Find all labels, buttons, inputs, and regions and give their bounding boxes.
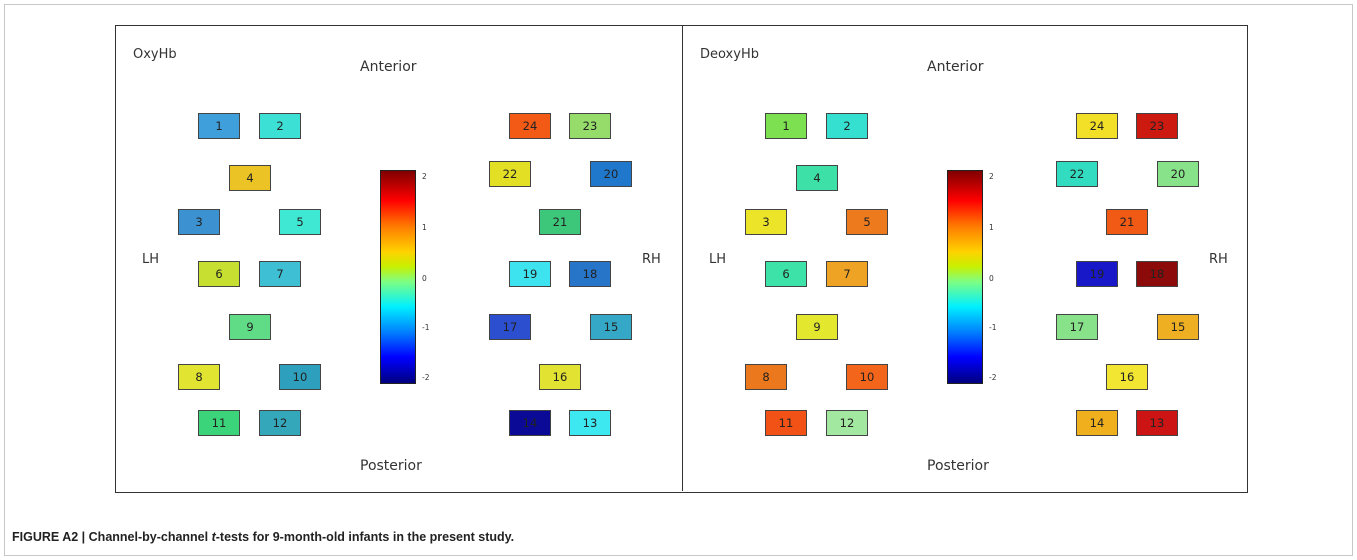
figure-caption: FIGURE A2 | Channel-by-channel t-tests f…: [12, 530, 514, 544]
posterior-label: Posterior: [927, 458, 989, 474]
colorbar-tick: 0: [989, 274, 994, 283]
channel-1: 1: [198, 113, 240, 139]
channel-23: 23: [1136, 113, 1178, 139]
channel-12: 12: [259, 410, 301, 436]
caption-suffix: -tests for 9-month-old infants in the pr…: [215, 530, 515, 544]
panel-oxyhb: OxyHb Anterior Posterior LH RH 2 1 0 -1 …: [116, 26, 682, 491]
channel-11: 11: [765, 410, 807, 436]
channel-3: 3: [178, 209, 220, 235]
colorbar: [380, 170, 416, 384]
channel-9: 9: [229, 314, 271, 340]
channel-18: 18: [569, 261, 611, 287]
channel-24: 24: [1076, 113, 1118, 139]
panel-title: OxyHb: [133, 47, 177, 62]
channel-8: 8: [745, 364, 787, 390]
channel-7: 7: [259, 261, 301, 287]
channel-6: 6: [765, 261, 807, 287]
channel-16: 16: [1106, 364, 1148, 390]
channel-12: 12: [826, 410, 868, 436]
colorbar-tick: -2: [989, 373, 997, 382]
left-hemisphere-label: LH: [709, 252, 727, 267]
channel-4: 4: [229, 165, 271, 191]
channel-1: 1: [765, 113, 807, 139]
channel-11: 11: [198, 410, 240, 436]
anterior-label: Anterior: [927, 59, 984, 75]
right-hemisphere-label: RH: [642, 252, 661, 267]
channel-map-figure: OxyHb Anterior Posterior LH RH 2 1 0 -1 …: [115, 25, 1248, 493]
channel-10: 10: [279, 364, 321, 390]
channel-13: 13: [1136, 410, 1178, 436]
channel-6: 6: [198, 261, 240, 287]
left-hemisphere-label: LH: [142, 252, 160, 267]
colorbar: [947, 170, 983, 384]
channel-20: 20: [590, 161, 632, 187]
channel-9: 9: [796, 314, 838, 340]
channel-17: 17: [489, 314, 531, 340]
colorbar-tick: 2: [422, 172, 427, 181]
caption-italic: t: [211, 530, 216, 544]
colorbar-tick: -2: [422, 373, 430, 382]
channel-8: 8: [178, 364, 220, 390]
colorbar-tick: 1: [989, 223, 994, 232]
colorbar-tick: 0: [422, 274, 427, 283]
channel-16: 16: [539, 364, 581, 390]
channel-14: 14: [1076, 410, 1118, 436]
channel-22: 22: [1056, 161, 1098, 187]
channel-4: 4: [796, 165, 838, 191]
channel-3: 3: [745, 209, 787, 235]
channel-19: 19: [509, 261, 551, 287]
anterior-label: Anterior: [360, 59, 417, 75]
channel-20: 20: [1157, 161, 1199, 187]
posterior-label: Posterior: [360, 458, 422, 474]
channel-7: 7: [826, 261, 868, 287]
channel-10: 10: [846, 364, 888, 390]
channel-2: 2: [826, 113, 868, 139]
channel-21: 21: [539, 209, 581, 235]
channel-21: 21: [1106, 209, 1148, 235]
channel-19: 19: [1076, 261, 1118, 287]
colorbar-tick: 1: [422, 223, 427, 232]
channel-14: 14: [509, 410, 551, 436]
channel-13: 13: [569, 410, 611, 436]
channel-2: 2: [259, 113, 301, 139]
channel-15: 15: [590, 314, 632, 340]
caption-prefix: FIGURE A2 | Channel-by-channel: [12, 530, 212, 544]
colorbar-tick: -1: [422, 323, 430, 332]
channel-23: 23: [569, 113, 611, 139]
right-hemisphere-label: RH: [1209, 252, 1228, 267]
colorbar-tick: 2: [989, 172, 994, 181]
channel-24: 24: [509, 113, 551, 139]
channel-18: 18: [1136, 261, 1178, 287]
channel-22: 22: [489, 161, 531, 187]
panel-deoxyhb: DeoxyHb Anterior Posterior LH RH 2 1 0 -…: [682, 26, 1248, 491]
channel-5: 5: [846, 209, 888, 235]
channel-17: 17: [1056, 314, 1098, 340]
panel-title: DeoxyHb: [700, 47, 759, 62]
channel-5: 5: [279, 209, 321, 235]
channel-15: 15: [1157, 314, 1199, 340]
colorbar-tick: -1: [989, 323, 997, 332]
